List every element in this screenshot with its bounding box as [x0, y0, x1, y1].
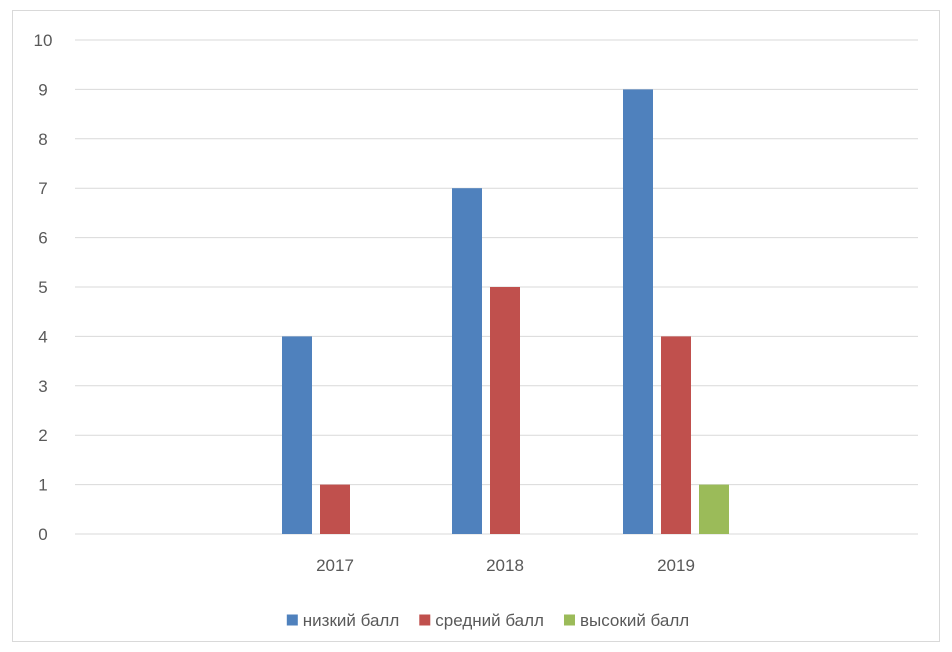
legend-swatch-1	[419, 614, 431, 626]
legend-label: высокий балл	[580, 611, 689, 630]
x-tick-label: 2019	[657, 556, 695, 575]
legend: низкий балл средний балл высокий балл	[286, 611, 689, 630]
gridlines	[75, 39, 918, 535]
bars	[282, 89, 729, 535]
bar-2017-series-1	[320, 484, 350, 534]
legend-label: низкий балл	[303, 611, 399, 630]
y-tick-label: 1	[38, 476, 47, 495]
y-tick-label: 6	[38, 229, 47, 248]
legend-swatch-2	[563, 614, 575, 626]
y-tick-label: 10	[34, 31, 53, 50]
y-tick-label: 7	[38, 179, 47, 198]
y-tick-label: 3	[38, 377, 47, 396]
legend-label: средний балл	[435, 611, 544, 630]
x-tick-label: 2018	[486, 556, 524, 575]
bar-2018-series-1	[490, 287, 520, 534]
y-tick-label: 2	[38, 426, 47, 445]
x-axis-tick-labels: 2017 2018 2019	[316, 556, 695, 575]
y-tick-label: 9	[38, 80, 47, 99]
bar-2019-series-1	[661, 336, 691, 534]
bar-2019-series-2	[699, 484, 729, 534]
bar-2018-series-0	[452, 188, 482, 534]
bar-2017-series-0	[282, 336, 312, 534]
bar-2019-series-0	[623, 89, 653, 535]
x-tick-label: 2017	[316, 556, 354, 575]
y-tick-label: 0	[38, 525, 47, 544]
y-axis-tick-labels: 0 1 2 3 4 5 6 7 8 9 10	[34, 31, 53, 544]
y-tick-label: 8	[38, 130, 47, 149]
legend-swatch-0	[286, 614, 298, 626]
y-tick-label: 4	[38, 327, 47, 346]
y-tick-label: 5	[38, 278, 47, 297]
